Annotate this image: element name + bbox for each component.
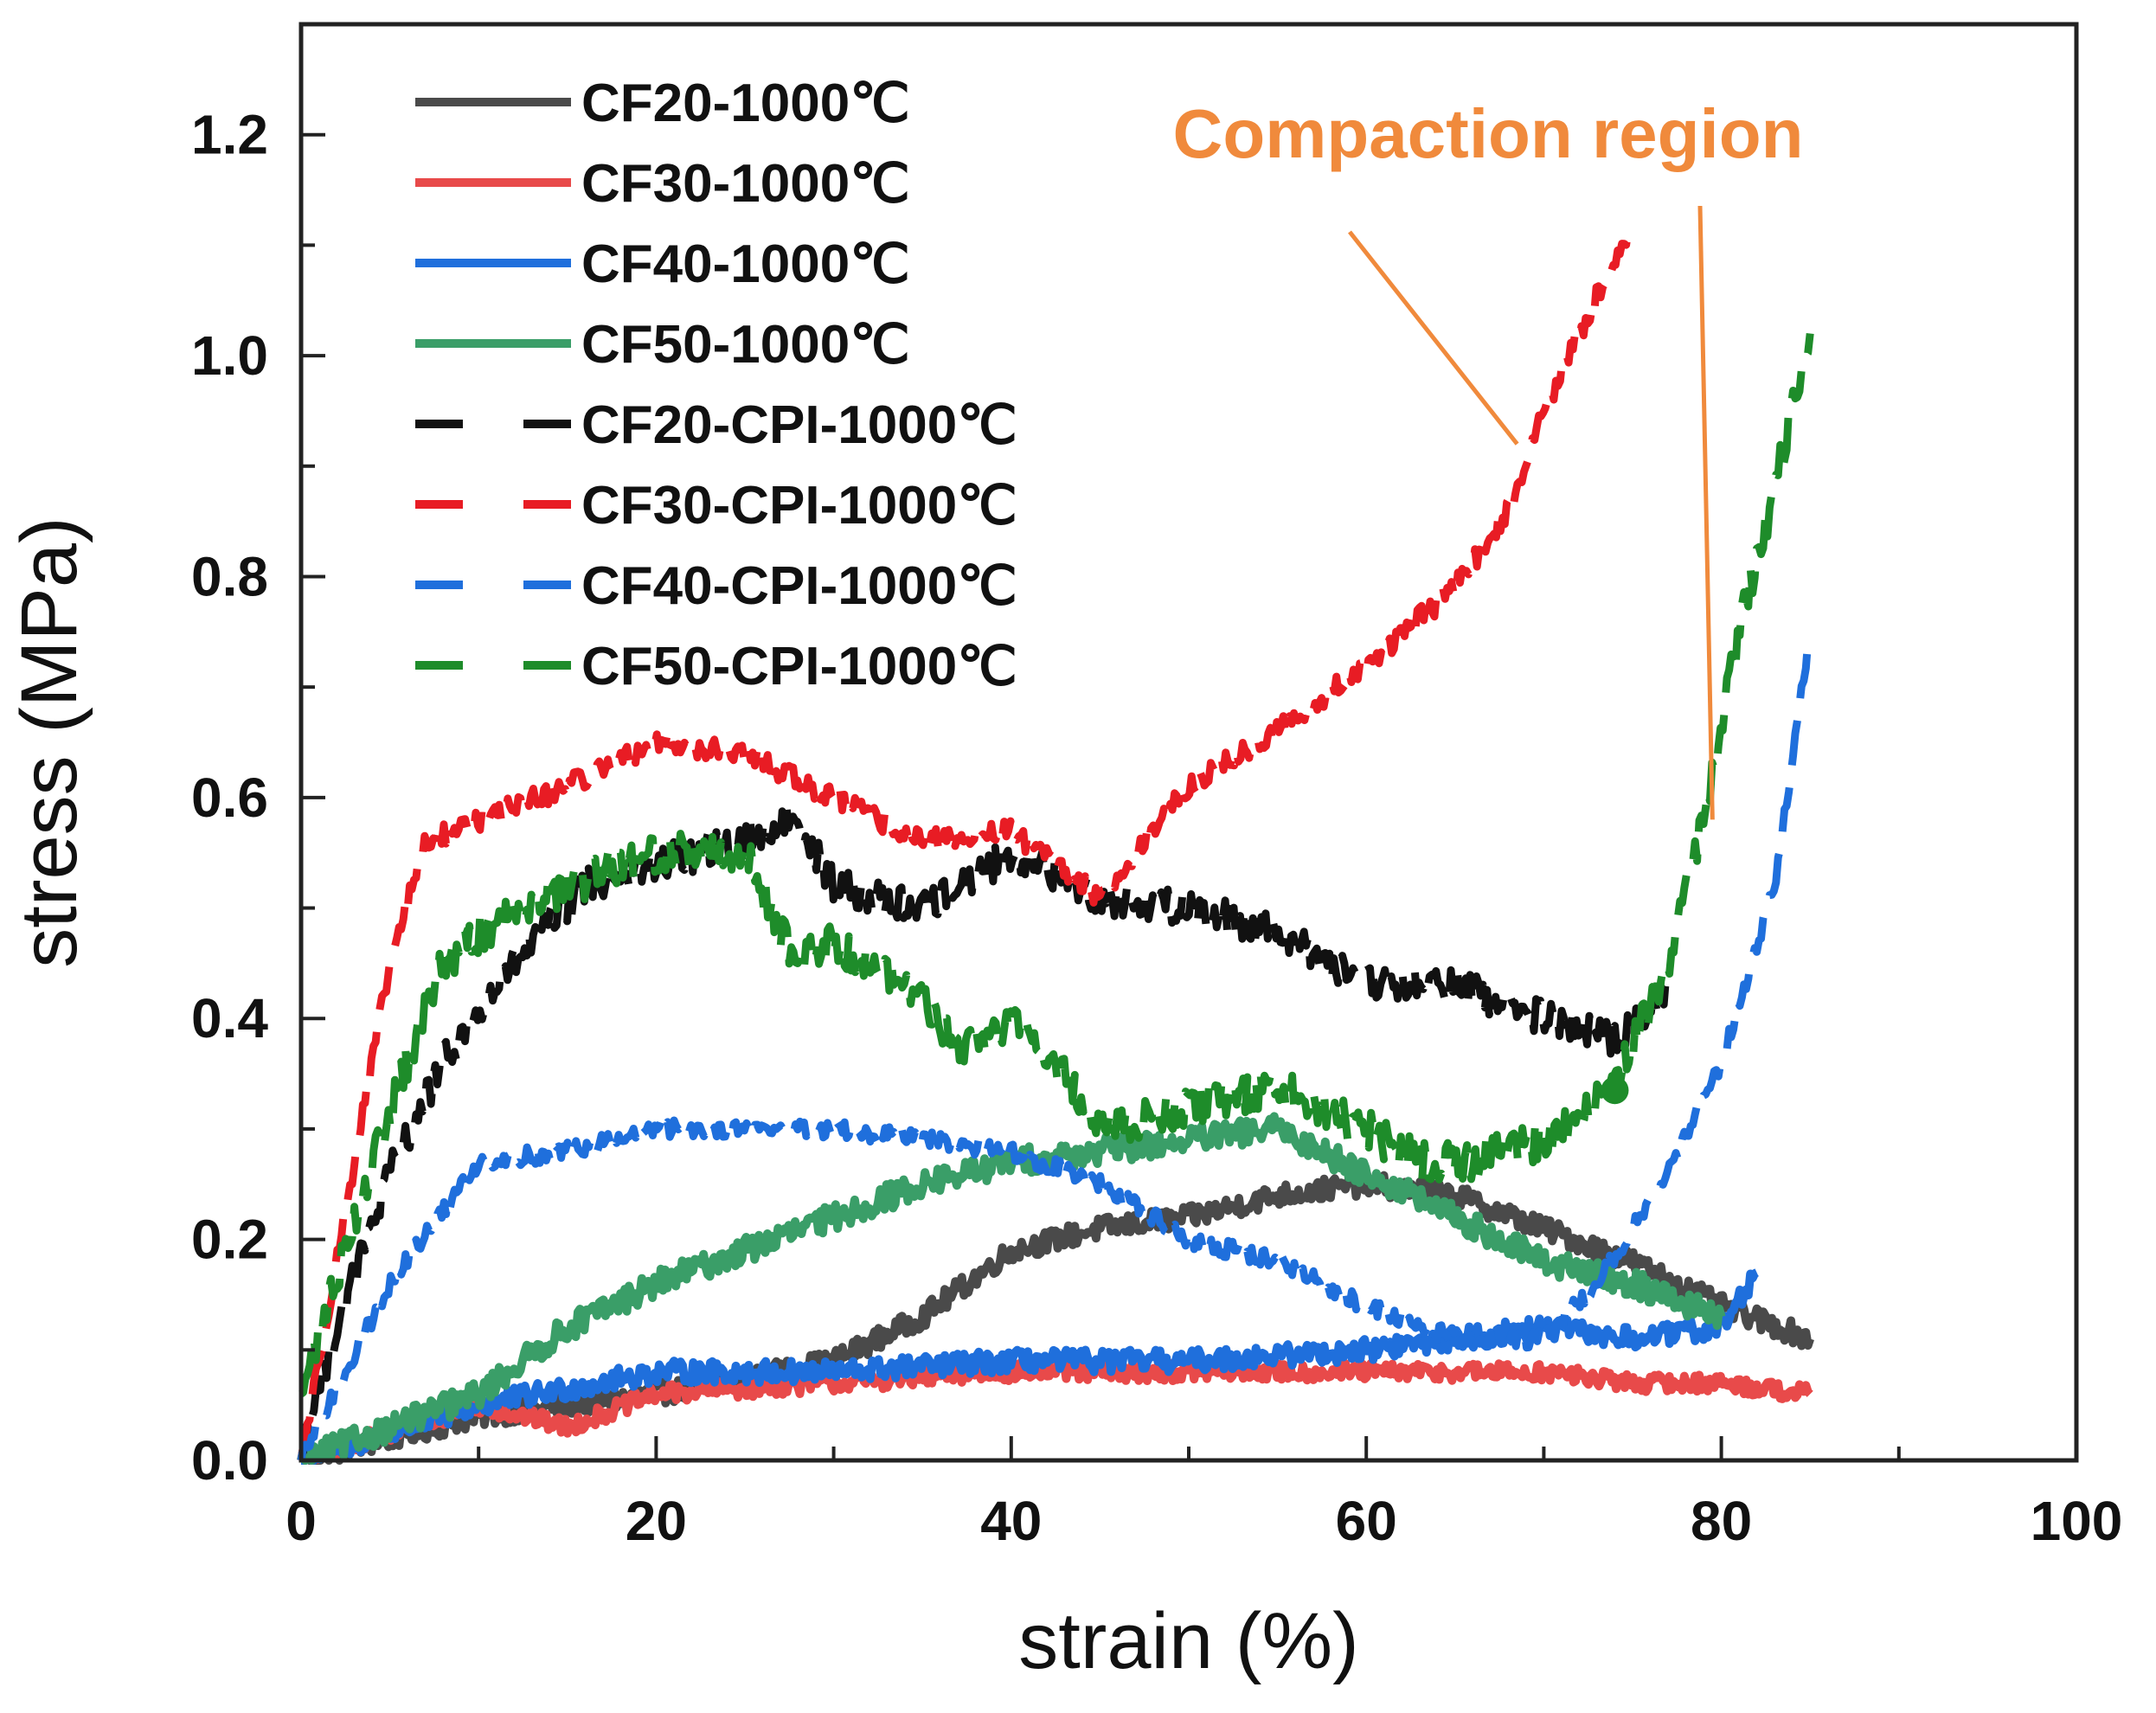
series-line-cf20-cpi-1000 bbox=[298, 803, 1672, 1456]
legend-label: CF50-1000℃ bbox=[581, 315, 910, 375]
legend-item-cf40-cpi-1000: CF40-CPI-1000℃ bbox=[415, 556, 1017, 616]
legend-item-cf50-1000: CF50-1000℃ bbox=[415, 315, 910, 375]
x-tick-label: 40 bbox=[980, 1490, 1042, 1552]
series-line-cf40-cpi-1000 bbox=[297, 631, 1814, 1461]
x-tick-label: 20 bbox=[626, 1490, 687, 1552]
legend-label: CF50-CPI-1000℃ bbox=[581, 637, 1017, 696]
legend-item-cf30-cpi-1000: CF30-CPI-1000℃ bbox=[415, 476, 1017, 536]
x-tick-label: 100 bbox=[2031, 1490, 2123, 1552]
x-tick-label: 80 bbox=[1691, 1490, 1752, 1552]
legend-label: CF20-1000℃ bbox=[581, 74, 910, 133]
legend-item-cf30-1000: CF30-1000℃ bbox=[415, 154, 910, 214]
legend-item-cf50-cpi-1000: CF50-CPI-1000℃ bbox=[415, 637, 1017, 696]
legend-label: CF30-CPI-1000℃ bbox=[581, 476, 1017, 536]
series-line-cf20-1000 bbox=[297, 1169, 1814, 1465]
x-axis-title: strain (%) bbox=[1018, 1597, 1359, 1685]
axis-layer: 0 20 40 60 80 100 0.0 0.2 0.4 0.6 0.8 1.0 1.2 strain … bbox=[5, 22, 2123, 1685]
series-line-cf50-1000 bbox=[297, 1112, 1726, 1465]
series-line-cf50-cpi-1000 bbox=[298, 333, 1814, 1397]
legend-label: CF40-CPI-1000℃ bbox=[581, 556, 1017, 616]
annotation-layer: Compaction region bbox=[1173, 95, 1804, 820]
legend-label: CF30-1000℃ bbox=[581, 154, 910, 214]
annotation-pointer-line-1 bbox=[1697, 205, 1715, 820]
marker-layer bbox=[1601, 1076, 1629, 1105]
legend-item-cf40-1000: CF40-1000℃ bbox=[415, 234, 910, 294]
x-tick-label: 0 bbox=[286, 1490, 317, 1552]
series-layer bbox=[297, 221, 1814, 1465]
series-line-cf30-cpi-1000 bbox=[297, 221, 1637, 1461]
y-tick-label: 0.8 bbox=[191, 545, 268, 607]
y-tick-label: 0.4 bbox=[191, 987, 268, 1049]
annotation-compaction-region: Compaction region bbox=[1173, 95, 1804, 172]
x-tick-label: 60 bbox=[1336, 1490, 1397, 1552]
legend: CF20-1000℃ CF30-1000℃ CF40-1000℃ CF50-1000℃… bbox=[415, 74, 1017, 696]
legend-label: CF20-CPI-1000℃ bbox=[581, 395, 1017, 455]
y-tick-label: 0.2 bbox=[191, 1209, 268, 1271]
data-marker-0 bbox=[1601, 1076, 1629, 1105]
legend-item-cf20-1000: CF20-1000℃ bbox=[415, 74, 910, 133]
y-axis-title: stress (MPa) bbox=[5, 516, 93, 967]
y-tick-label: 0.0 bbox=[191, 1429, 268, 1492]
y-tick-label: 1.0 bbox=[191, 324, 268, 387]
y-tick-label: 1.2 bbox=[191, 104, 268, 166]
legend-label: CF40-1000℃ bbox=[581, 234, 910, 294]
series-line-cf30-1000 bbox=[298, 1358, 1813, 1465]
series-line-cf40-1000 bbox=[298, 1268, 1760, 1465]
annotation-pointer-line-0 bbox=[1348, 230, 1519, 446]
legend-item-cf20-cpi-1000: CF20-CPI-1000℃ bbox=[415, 395, 1017, 455]
y-tick-label: 0.6 bbox=[191, 767, 268, 829]
